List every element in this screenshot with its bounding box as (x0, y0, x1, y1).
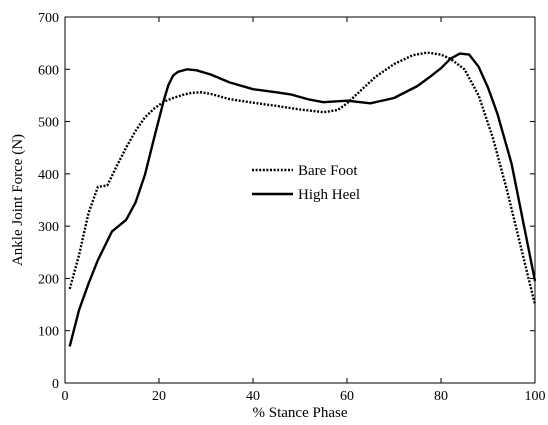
y-tick-label: 700 (38, 11, 59, 26)
series-line-bare-foot (68, 51, 537, 305)
x-tick-label: 60 (340, 389, 354, 404)
y-tick-label: 300 (38, 220, 59, 235)
y-tick-label: 200 (38, 272, 59, 287)
plot-lines (68, 51, 537, 347)
y-tick-label: 400 (38, 168, 59, 183)
legend-label-bare-foot: Bare Foot (298, 163, 358, 179)
x-axis-ticks: 0 20 40 60 80 100 (62, 17, 546, 404)
legend-label-high-heel: High Heel (298, 187, 360, 203)
legend: Bare Foot High Heel (252, 163, 360, 203)
y-tick-label: 0 (52, 377, 59, 392)
series-line-high-heel (68, 52, 537, 347)
x-axis-label: % Stance Phase (253, 405, 348, 421)
x-tick-label: 20 (152, 389, 166, 404)
x-tick-label: 100 (525, 389, 546, 404)
y-tick-label: 600 (38, 63, 59, 78)
y-tick-label: 100 (38, 325, 59, 340)
x-tick-label: 40 (246, 389, 260, 404)
plot-frame (64, 16, 536, 384)
y-tick-label: 500 (38, 116, 59, 131)
x-tick-label: 80 (434, 389, 448, 404)
y-axis-ticks: 0 100 200 300 400 500 600 700 (38, 11, 535, 392)
y-axis-label: Ankle Joint Force (N) (10, 134, 26, 266)
x-tick-label: 0 (62, 389, 69, 404)
